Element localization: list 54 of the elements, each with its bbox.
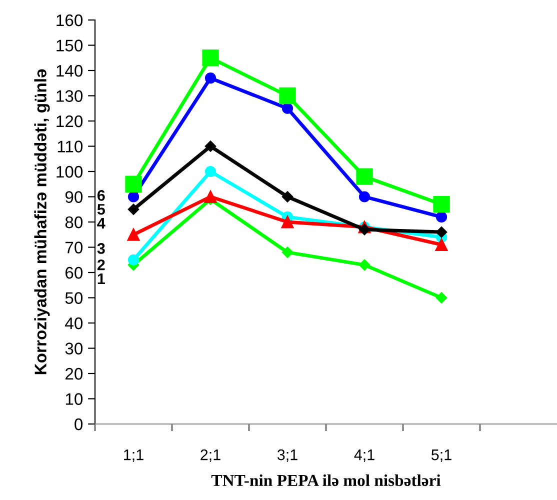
point xyxy=(125,176,142,192)
y-axis-title: Korroziyadan mühafizə müddəti, günlə xyxy=(34,69,50,374)
point xyxy=(436,211,448,223)
y-tick-label: 150 xyxy=(56,40,83,52)
y-tick-label: 60 xyxy=(66,266,83,279)
series-label: 5 xyxy=(97,204,105,215)
y-tick-label: 160 xyxy=(56,14,83,26)
x-tick-label: 3;1 xyxy=(277,449,298,462)
y-tick-label: 20 xyxy=(65,368,83,380)
point xyxy=(127,228,140,241)
point xyxy=(202,50,219,66)
series-label: 4 xyxy=(97,218,106,228)
point xyxy=(358,191,370,202)
y-tick-label: 40 xyxy=(65,317,83,330)
point xyxy=(128,254,140,266)
point xyxy=(204,190,217,203)
x-tick-label: 5;1 xyxy=(431,450,452,462)
point xyxy=(436,292,448,304)
point xyxy=(204,140,216,152)
y-tick-label: 70 xyxy=(66,242,83,254)
y-tick-label: 80 xyxy=(65,216,83,228)
point xyxy=(204,72,216,84)
point xyxy=(128,204,140,215)
y-tick-label: 100 xyxy=(56,166,83,178)
y-tick-label: 110 xyxy=(58,140,83,152)
point xyxy=(282,102,294,114)
point xyxy=(282,246,294,258)
point xyxy=(279,87,296,104)
series-label: 3 xyxy=(97,243,105,254)
point xyxy=(204,166,216,178)
y-tick-label: 90 xyxy=(65,191,83,203)
point xyxy=(358,224,370,236)
point xyxy=(128,191,140,202)
series-label: 2 xyxy=(97,259,105,270)
point xyxy=(282,191,294,202)
y-tick-label: 50 xyxy=(65,292,83,304)
x-tick-label: 1;1 xyxy=(124,450,144,462)
x-tick-label: 4;1 xyxy=(354,450,374,462)
x-tick-label: 2;1 xyxy=(200,449,220,462)
point xyxy=(281,216,294,228)
y-tick-label: 140 xyxy=(56,64,83,77)
y-tick-label: 130 xyxy=(56,90,83,102)
x-axis-title: TNT-nin PEPA ilə mol nisbətləri xyxy=(211,474,441,486)
y-tick-label: 30 xyxy=(65,342,83,354)
series-label: 1 xyxy=(98,274,105,284)
point xyxy=(435,238,448,251)
point xyxy=(436,226,448,238)
point xyxy=(356,168,373,185)
series-label: 6 xyxy=(97,190,105,201)
point xyxy=(358,259,370,271)
y-tick-label: 0 xyxy=(74,418,83,430)
point xyxy=(433,196,450,213)
y-tick-label: 10 xyxy=(66,393,83,405)
y-tick-label: 120 xyxy=(56,115,83,128)
